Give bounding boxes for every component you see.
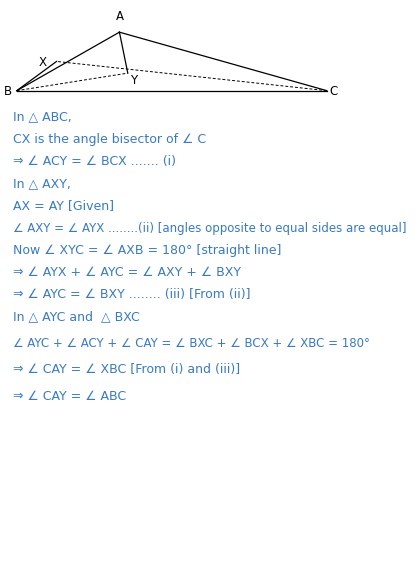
Text: X: X — [39, 56, 47, 69]
Text: Y: Y — [130, 74, 137, 87]
Text: In △ AXY,: In △ AXY, — [13, 177, 70, 190]
Text: AX = AY [Given]: AX = AY [Given] — [13, 199, 114, 212]
Text: C: C — [329, 85, 337, 98]
Text: A: A — [115, 11, 124, 23]
Text: B: B — [4, 85, 13, 98]
Text: ⇒ ∠ AYX + ∠ AYC = ∠ AXY + ∠ BXY: ⇒ ∠ AYX + ∠ AYC = ∠ AXY + ∠ BXY — [13, 266, 241, 279]
Text: Now ∠ XYC = ∠ AXB = 180° [straight line]: Now ∠ XYC = ∠ AXB = 180° [straight line] — [13, 244, 281, 257]
Text: In △ ABC,: In △ ABC, — [13, 111, 71, 123]
Text: ⇒ ∠ CAY = ∠ XBC [From (i) and (iii)]: ⇒ ∠ CAY = ∠ XBC [From (i) and (iii)] — [13, 363, 240, 376]
Text: In △ AYC and  △ BXC: In △ AYC and △ BXC — [13, 311, 140, 324]
Text: ⇒ ∠ ACY = ∠ BCX ....... (i): ⇒ ∠ ACY = ∠ BCX ....... (i) — [13, 155, 176, 168]
Text: ∠ AYC + ∠ ACY + ∠ CAY = ∠ BXC + ∠ BCX + ∠ XBC = 180°: ∠ AYC + ∠ ACY + ∠ CAY = ∠ BXC + ∠ BCX + … — [13, 337, 370, 350]
Text: ⇒ ∠ AYC = ∠ BXY ........ (iii) [From (ii)]: ⇒ ∠ AYC = ∠ BXY ........ (iii) [From (ii… — [13, 288, 250, 301]
Text: ⇒ ∠ CAY = ∠ ABC: ⇒ ∠ CAY = ∠ ABC — [13, 390, 126, 402]
Text: ∠ AXY = ∠ AYX ........(ii) [angles opposite to equal sides are equal]: ∠ AXY = ∠ AYX ........(ii) [angles oppos… — [13, 222, 406, 235]
Text: CX is the angle bisector of ∠ C: CX is the angle bisector of ∠ C — [13, 133, 206, 146]
